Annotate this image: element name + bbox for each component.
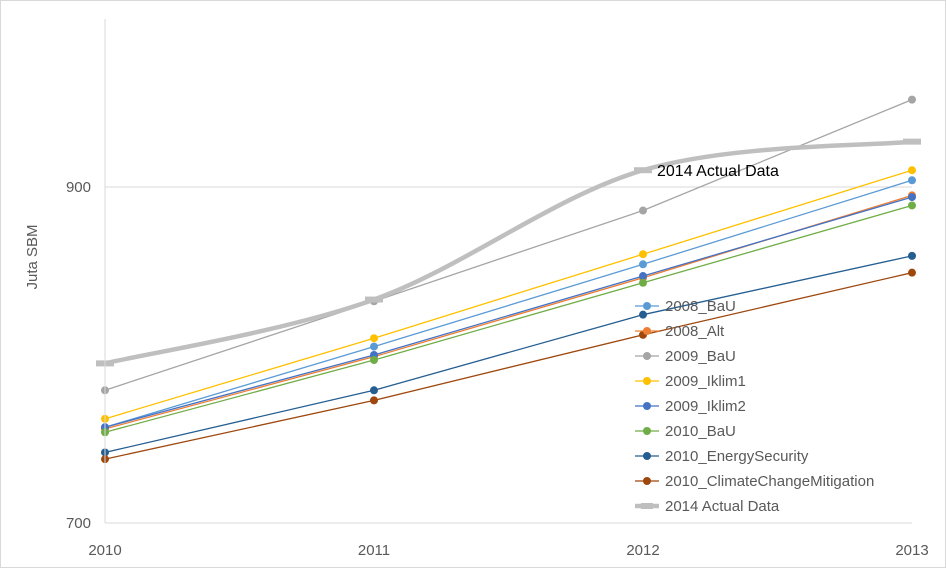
- data-point-2009-bau: [639, 206, 647, 215]
- legend-marker: [643, 452, 651, 460]
- legend-marker: [643, 377, 651, 385]
- data-point-2010-bau: [908, 201, 916, 210]
- data-point-2010-bau: [639, 278, 647, 287]
- series-line-2008-bau: [104, 179, 913, 428]
- series-line-2009-iklim1: [104, 169, 913, 420]
- x-tick-label: 2013: [895, 542, 928, 559]
- legend-item-2009-iklim2: 2009_Iklim2: [635, 398, 746, 415]
- legend-item-2008-bau: 2008_BaU: [635, 298, 736, 315]
- data-point-2010-bau: [370, 356, 378, 365]
- data-point-2014-actual-data: [634, 167, 652, 174]
- legend-label: 2010_ClimateChangeMitigation: [665, 473, 874, 490]
- data-point-2009-iklim2: [639, 272, 647, 281]
- annotation-2014-actual-data: 2014 Actual Data: [657, 163, 779, 180]
- legend-item-2009-iklim1: 2009_Iklim1: [635, 373, 746, 390]
- legend-item-2008-alt: 2008_Alt: [635, 323, 725, 340]
- data-point-2009-bau: [908, 95, 916, 104]
- series-lines: [96, 95, 921, 464]
- x-tick-label: 2011: [358, 542, 390, 559]
- legend-label: 2010_BaU: [665, 423, 736, 440]
- data-point-2014-actual-data: [903, 138, 921, 145]
- gridlines: [105, 186, 912, 524]
- y-tick-label: 700: [66, 515, 91, 532]
- data-point-2010-climatechangemitigation: [370, 396, 378, 405]
- legend-marker: [643, 402, 651, 410]
- data-point-2008-bau: [370, 342, 378, 351]
- series-line-2014-actual-data: [104, 139, 913, 366]
- data-point-2009-iklim1: [370, 334, 378, 343]
- data-point-2009-iklim1: [639, 250, 647, 259]
- series-line-2010-energysecurity: [104, 255, 913, 454]
- data-point-2010-energysecurity: [370, 386, 378, 395]
- data-point-2008-bau: [908, 176, 916, 185]
- data-point-2010-energysecurity: [908, 251, 916, 260]
- legend-marker: [643, 427, 651, 435]
- series-line-2010-bau: [104, 204, 913, 433]
- series-line-2009-iklim2: [104, 196, 913, 428]
- series-line-2009-bau: [104, 99, 913, 391]
- legend-label: 2010_EnergySecurity: [665, 448, 809, 465]
- legend-label: 2008_BaU: [665, 298, 736, 315]
- legend-label: 2009_BaU: [665, 348, 736, 365]
- x-tick-label: 2010: [88, 542, 121, 559]
- legend-marker: [643, 302, 651, 310]
- series-line-2010-climatechangemitigation: [104, 272, 913, 460]
- legend-item-2010-climatechangemitigation: 2010_ClimateChangeMitigation: [635, 473, 874, 490]
- legend-label: 2014 Actual Data: [665, 498, 780, 515]
- data-point-2009-iklim2: [908, 193, 916, 202]
- legend-item-2010-bau: 2010_BaU: [635, 423, 736, 440]
- data-point-2014-actual-data: [365, 296, 383, 303]
- data-point-2009-iklim1: [908, 166, 916, 175]
- legend-marker: [643, 352, 651, 360]
- y-axis-title: Juta SBM: [24, 224, 41, 289]
- legend: 2008_BaU 2008_Alt 2009_BaU 2009_Iklim1 2009_…: [635, 298, 874, 515]
- legend-marker: [641, 503, 653, 509]
- legend-label: 2008_Alt: [665, 323, 725, 340]
- legend-label: 2009_Iklim1: [665, 373, 746, 390]
- legend-marker: [643, 327, 651, 335]
- data-point-2010-climatechangemitigation: [908, 268, 916, 277]
- data-point-2010-energysecurity: [639, 310, 647, 319]
- data-point-2008-bau: [639, 260, 647, 269]
- x-tick-label: 2012: [626, 542, 659, 559]
- y-tick-label: 900: [66, 179, 91, 196]
- legend-item-2014-actual-data: 2014 Actual Data: [635, 498, 780, 515]
- legend-marker: [643, 477, 651, 485]
- legend-item-2009-bau: 2009_BaU: [635, 348, 736, 365]
- legend-label: 2009_Iklim2: [665, 398, 746, 415]
- legend-item-2010-energysecurity: 2010_EnergySecurity: [635, 448, 809, 465]
- axes: 700 900 2010 2011 2012 2013: [66, 19, 929, 559]
